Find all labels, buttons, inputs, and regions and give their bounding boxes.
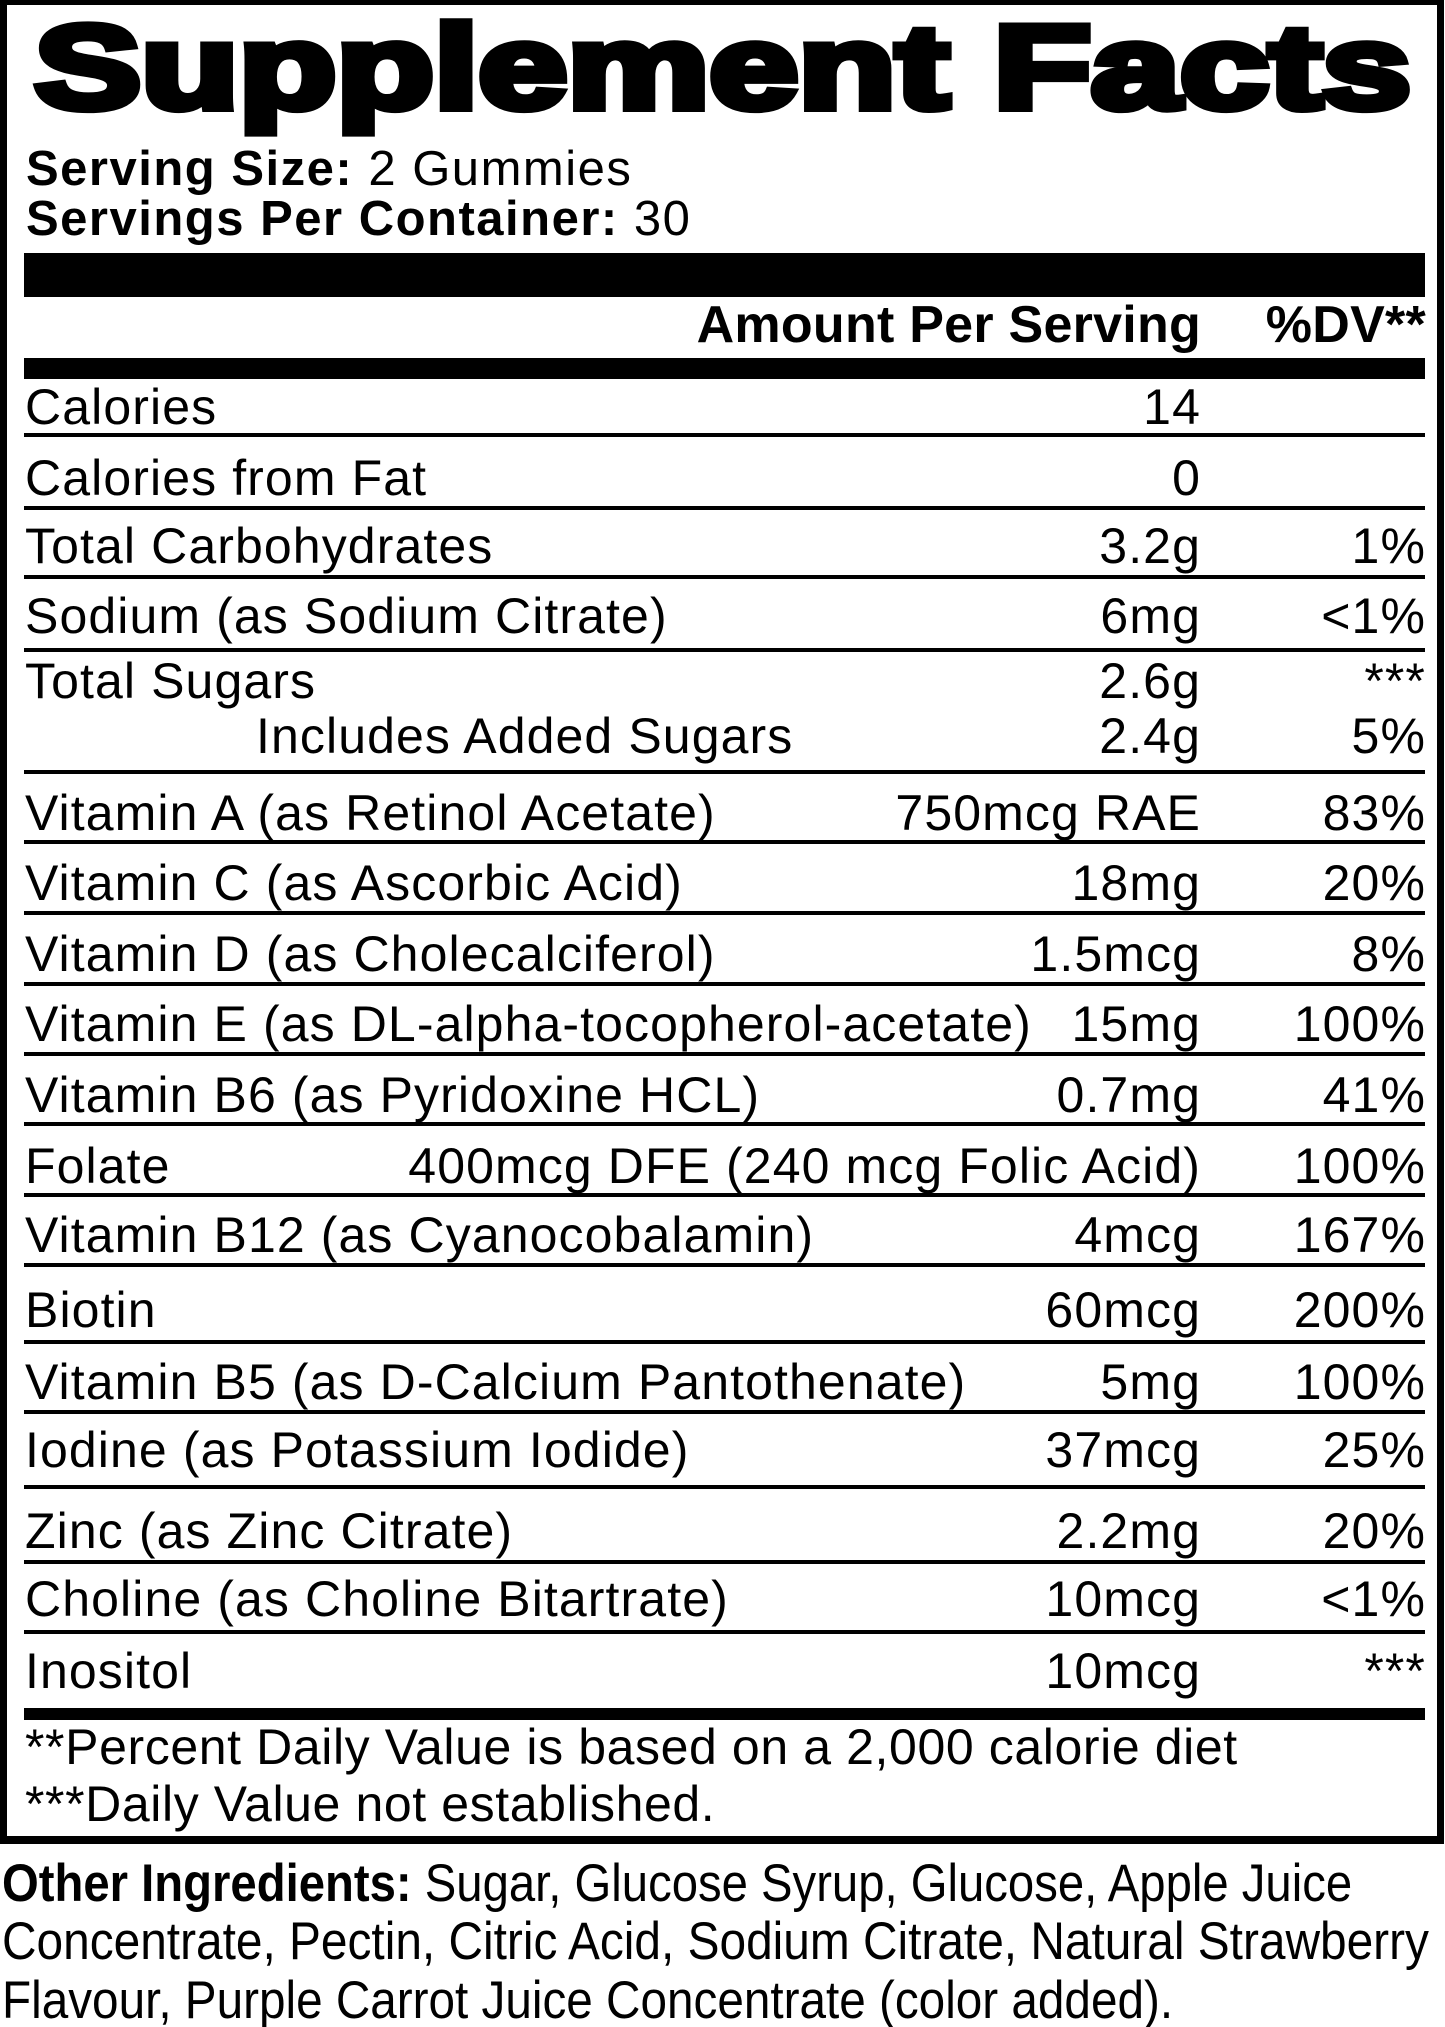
svg-text:Supplement Facts: Supplement Facts [35,1,1412,133]
